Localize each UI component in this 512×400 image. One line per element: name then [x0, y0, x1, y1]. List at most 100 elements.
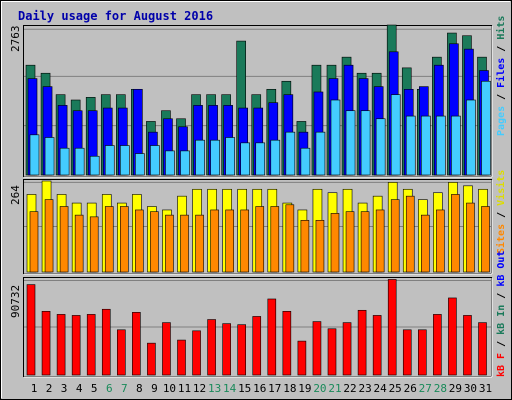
sites-bar	[405, 195, 415, 273]
sites-bar	[195, 214, 204, 273]
kbf-bar	[402, 329, 412, 376]
x-axis-day-label: 18	[283, 382, 296, 395]
sites-bar	[240, 209, 249, 273]
kbf-bar	[56, 314, 66, 376]
sites-bar	[180, 214, 189, 273]
x-axis-day-label: 27	[419, 382, 432, 395]
pages-bar	[285, 131, 296, 176]
sites-bar	[89, 216, 99, 273]
pages-bar	[390, 94, 401, 176]
kbf-bar	[267, 298, 277, 376]
x-axis-day-label: 25	[389, 382, 402, 395]
kbf-bar	[357, 309, 367, 376]
sites-bar	[345, 211, 355, 273]
sites-bar	[120, 206, 129, 273]
sites-bar	[59, 206, 69, 273]
x-axis-day-label: 3	[61, 382, 68, 395]
legend-hits: Hits	[495, 16, 507, 40]
legend-kbin: kB In	[496, 305, 507, 335]
pages-bar	[44, 137, 55, 176]
legend-pages: Pages	[496, 106, 507, 136]
x-axis-day-label: 15	[238, 382, 251, 395]
pages-bar	[195, 139, 205, 176]
x-axis-day-label: 21	[328, 382, 341, 395]
kbf-bar	[342, 322, 352, 376]
x-axis-day-label: 16	[253, 382, 266, 395]
kbf-bar	[117, 329, 126, 376]
x-axis-day-label: 12	[193, 382, 206, 395]
pages-bar	[420, 115, 431, 176]
sites-bar	[270, 206, 280, 273]
x-axis-day-label: 26	[404, 382, 417, 395]
pages-bar	[150, 145, 160, 176]
x-axis-day-label: 11	[178, 382, 191, 395]
kbf-bar	[448, 297, 457, 376]
x-axis-day-label: 10	[163, 382, 176, 395]
kbf-bar	[71, 315, 81, 376]
sites-bar	[451, 194, 460, 273]
sites-bar	[375, 209, 385, 273]
pages-bar	[481, 80, 491, 176]
kbf-bar	[222, 323, 231, 376]
x-axis-day-label: 6	[106, 382, 113, 395]
pages-bar	[451, 115, 461, 176]
sites-bar	[436, 209, 445, 273]
chart-title: Daily usage for August 2016	[18, 9, 213, 23]
pages-bar	[210, 139, 220, 176]
hits-panel-legend: Pages / Files / Hits	[495, 16, 507, 136]
pages-bar	[300, 147, 311, 176]
x-axis-day-label: 4	[76, 382, 83, 395]
x-axis-day-label: 17	[268, 382, 281, 395]
x-axis-day-label: 7	[121, 382, 128, 395]
sites-bar	[29, 211, 39, 273]
x-axis-day-label: 1	[31, 382, 38, 395]
kbf-bar	[177, 339, 186, 376]
legend-sites: Sites	[495, 224, 507, 254]
kbf-bar	[478, 322, 487, 376]
legend-visits: Visits	[495, 170, 507, 206]
kbf-bar	[312, 321, 322, 376]
kbf-bar	[327, 328, 337, 376]
x-axis-day-labels: 1 2 3 4 5 6 7 8 9 10 11 12 13 14 15 16 17 18 19 20 21 22 23 24 2…	[31, 382, 492, 395]
sites-bar	[44, 199, 54, 273]
kbf-bar	[433, 314, 442, 376]
sites-bar	[104, 206, 114, 273]
sites-bar	[74, 214, 84, 273]
pages-bar	[29, 134, 40, 176]
kbf-bar	[147, 342, 156, 376]
kbf-bar	[132, 312, 141, 376]
visits-ymax-label: 264	[9, 185, 22, 205]
pages-bar	[135, 153, 145, 176]
x-axis-day-label: 20	[313, 382, 326, 395]
sites-bar	[330, 213, 340, 273]
pages-bar	[165, 150, 175, 176]
pages-bar	[330, 99, 341, 176]
pages-bar	[89, 155, 100, 176]
pages-bar	[405, 115, 416, 176]
pages-bar	[59, 147, 70, 176]
pages-bar	[240, 142, 250, 176]
sites-bar	[300, 219, 310, 273]
pages-bar	[360, 110, 371, 176]
kbf-bar	[192, 330, 201, 376]
sites-bar	[135, 209, 144, 273]
pages-bar	[74, 147, 85, 176]
legend-files: Files	[495, 58, 507, 88]
x-axis-day-label: 22	[343, 382, 356, 395]
kbf-bar	[26, 284, 36, 376]
pages-bar	[315, 131, 326, 176]
x-axis-day-label: 8	[136, 382, 143, 395]
sites-bar	[150, 211, 159, 273]
pages-bar	[345, 110, 356, 176]
sites-bar	[210, 209, 219, 273]
kbf-bar	[86, 314, 96, 376]
kbf-bar	[252, 316, 262, 376]
x-axis-day-label: 30	[464, 382, 477, 395]
sites-bar	[255, 206, 265, 273]
x-axis-day-label: 5	[91, 382, 98, 395]
x-axis-day-label: 19	[298, 382, 311, 395]
kbf-bar	[41, 311, 51, 376]
kbf-bar	[372, 315, 382, 376]
pages-bar	[104, 145, 115, 176]
pages-bar	[120, 145, 130, 176]
